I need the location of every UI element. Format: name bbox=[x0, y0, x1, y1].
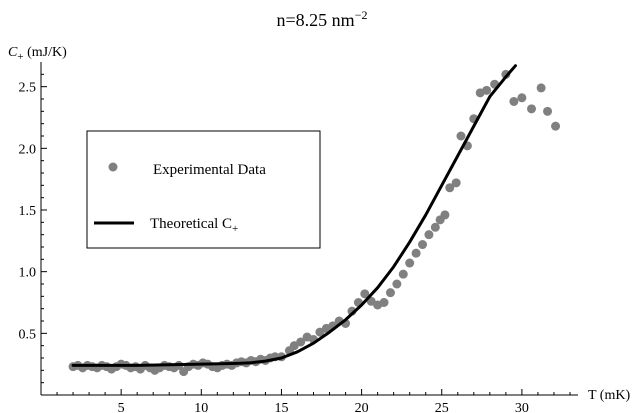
x-tick-label: 15 bbox=[274, 401, 288, 413]
legend-label-experimental: Experimental Data bbox=[153, 162, 266, 178]
x-axis-label: T (mK) bbox=[588, 388, 630, 403]
y-tick-label: 1.5 bbox=[19, 204, 37, 219]
x-tick-label: 30 bbox=[515, 401, 529, 413]
x-tick-label: 25 bbox=[435, 401, 449, 413]
data-point bbox=[418, 240, 428, 250]
data-point bbox=[411, 248, 421, 258]
axis-ticks: 5 10 15 20 25 30 0.5 1.0 1.5 2.0 2.5 bbox=[19, 73, 571, 413]
data-point bbox=[451, 178, 461, 188]
data-point bbox=[517, 93, 527, 103]
y-tick-label: 0.5 bbox=[19, 327, 37, 342]
chart-title: n=8.25 nm−2 bbox=[277, 8, 368, 30]
legend-label-theoretical: Theoretical C+ bbox=[150, 216, 238, 235]
x-tick-label: 5 bbox=[118, 401, 125, 413]
x-tick-label: 20 bbox=[355, 401, 369, 413]
data-point bbox=[536, 83, 546, 93]
data-point bbox=[551, 121, 561, 131]
data-point bbox=[440, 210, 450, 220]
data-point bbox=[527, 104, 537, 114]
y-tick-label: 2.0 bbox=[19, 142, 37, 157]
legend-box bbox=[86, 130, 321, 249]
data-point bbox=[445, 183, 455, 193]
theoretical-curve bbox=[71, 64, 517, 367]
data-point bbox=[392, 279, 402, 289]
theoretical-curve-group bbox=[71, 64, 517, 367]
data-point bbox=[405, 258, 415, 268]
legend: Experimental Data Theoretical C+ bbox=[86, 130, 321, 249]
data-point bbox=[360, 289, 370, 299]
data-point bbox=[456, 131, 466, 141]
data-point bbox=[379, 298, 389, 307]
data-point bbox=[430, 222, 440, 232]
data-point bbox=[543, 106, 553, 116]
data-point bbox=[296, 337, 306, 347]
y-tick-label: 2.5 bbox=[19, 81, 37, 96]
data-point bbox=[398, 269, 408, 279]
data-point bbox=[482, 85, 492, 95]
data-point bbox=[424, 230, 434, 240]
legend-marker-experimental bbox=[108, 162, 118, 172]
data-point bbox=[509, 96, 519, 106]
x-tick-label: 10 bbox=[194, 401, 208, 413]
y-tick-label: 1.0 bbox=[19, 266, 37, 281]
y-axis-label: C+ (mJ/K) bbox=[8, 45, 67, 63]
data-point bbox=[385, 288, 395, 298]
